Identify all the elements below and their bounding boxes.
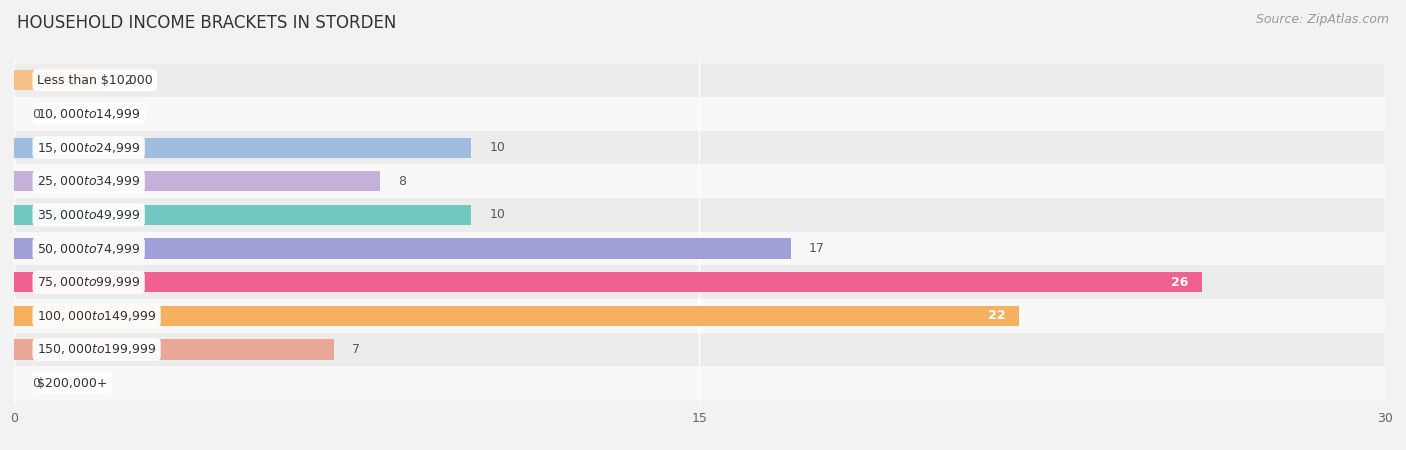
Bar <box>14 333 1385 366</box>
Text: 0: 0 <box>32 377 41 390</box>
Text: $100,000 to $149,999: $100,000 to $149,999 <box>37 309 156 323</box>
Bar <box>14 131 1385 164</box>
Bar <box>14 272 1202 292</box>
Bar <box>14 232 1385 266</box>
Bar <box>14 306 1019 326</box>
Text: HOUSEHOLD INCOME BRACKETS IN STORDEN: HOUSEHOLD INCOME BRACKETS IN STORDEN <box>17 14 396 32</box>
Bar <box>14 138 471 158</box>
Bar <box>14 299 1385 333</box>
Text: $35,000 to $49,999: $35,000 to $49,999 <box>37 208 141 222</box>
Text: 0: 0 <box>32 108 41 121</box>
Text: $75,000 to $99,999: $75,000 to $99,999 <box>37 275 141 289</box>
Bar <box>14 63 1385 97</box>
Bar <box>14 97 1385 131</box>
Text: Less than $10,000: Less than $10,000 <box>37 74 153 87</box>
Text: 10: 10 <box>489 141 505 154</box>
Bar <box>14 238 792 259</box>
Text: 10: 10 <box>489 208 505 221</box>
Bar <box>14 339 335 360</box>
Text: $50,000 to $74,999: $50,000 to $74,999 <box>37 242 141 256</box>
Text: $200,000+: $200,000+ <box>37 377 107 390</box>
Text: 2: 2 <box>124 74 132 87</box>
Text: 7: 7 <box>353 343 360 356</box>
Text: Source: ZipAtlas.com: Source: ZipAtlas.com <box>1256 14 1389 27</box>
Bar <box>14 266 1385 299</box>
Bar <box>14 205 471 225</box>
Text: $25,000 to $34,999: $25,000 to $34,999 <box>37 174 141 188</box>
Text: $10,000 to $14,999: $10,000 to $14,999 <box>37 107 141 121</box>
Bar <box>14 70 105 90</box>
Bar <box>14 164 1385 198</box>
Text: 26: 26 <box>1171 276 1188 289</box>
Text: $150,000 to $199,999: $150,000 to $199,999 <box>37 342 156 356</box>
Text: 17: 17 <box>810 242 825 255</box>
Bar <box>14 366 1385 400</box>
Bar <box>14 198 1385 232</box>
Bar <box>14 171 380 191</box>
Text: $15,000 to $24,999: $15,000 to $24,999 <box>37 141 141 155</box>
Text: 8: 8 <box>398 175 406 188</box>
Text: 22: 22 <box>988 309 1005 322</box>
